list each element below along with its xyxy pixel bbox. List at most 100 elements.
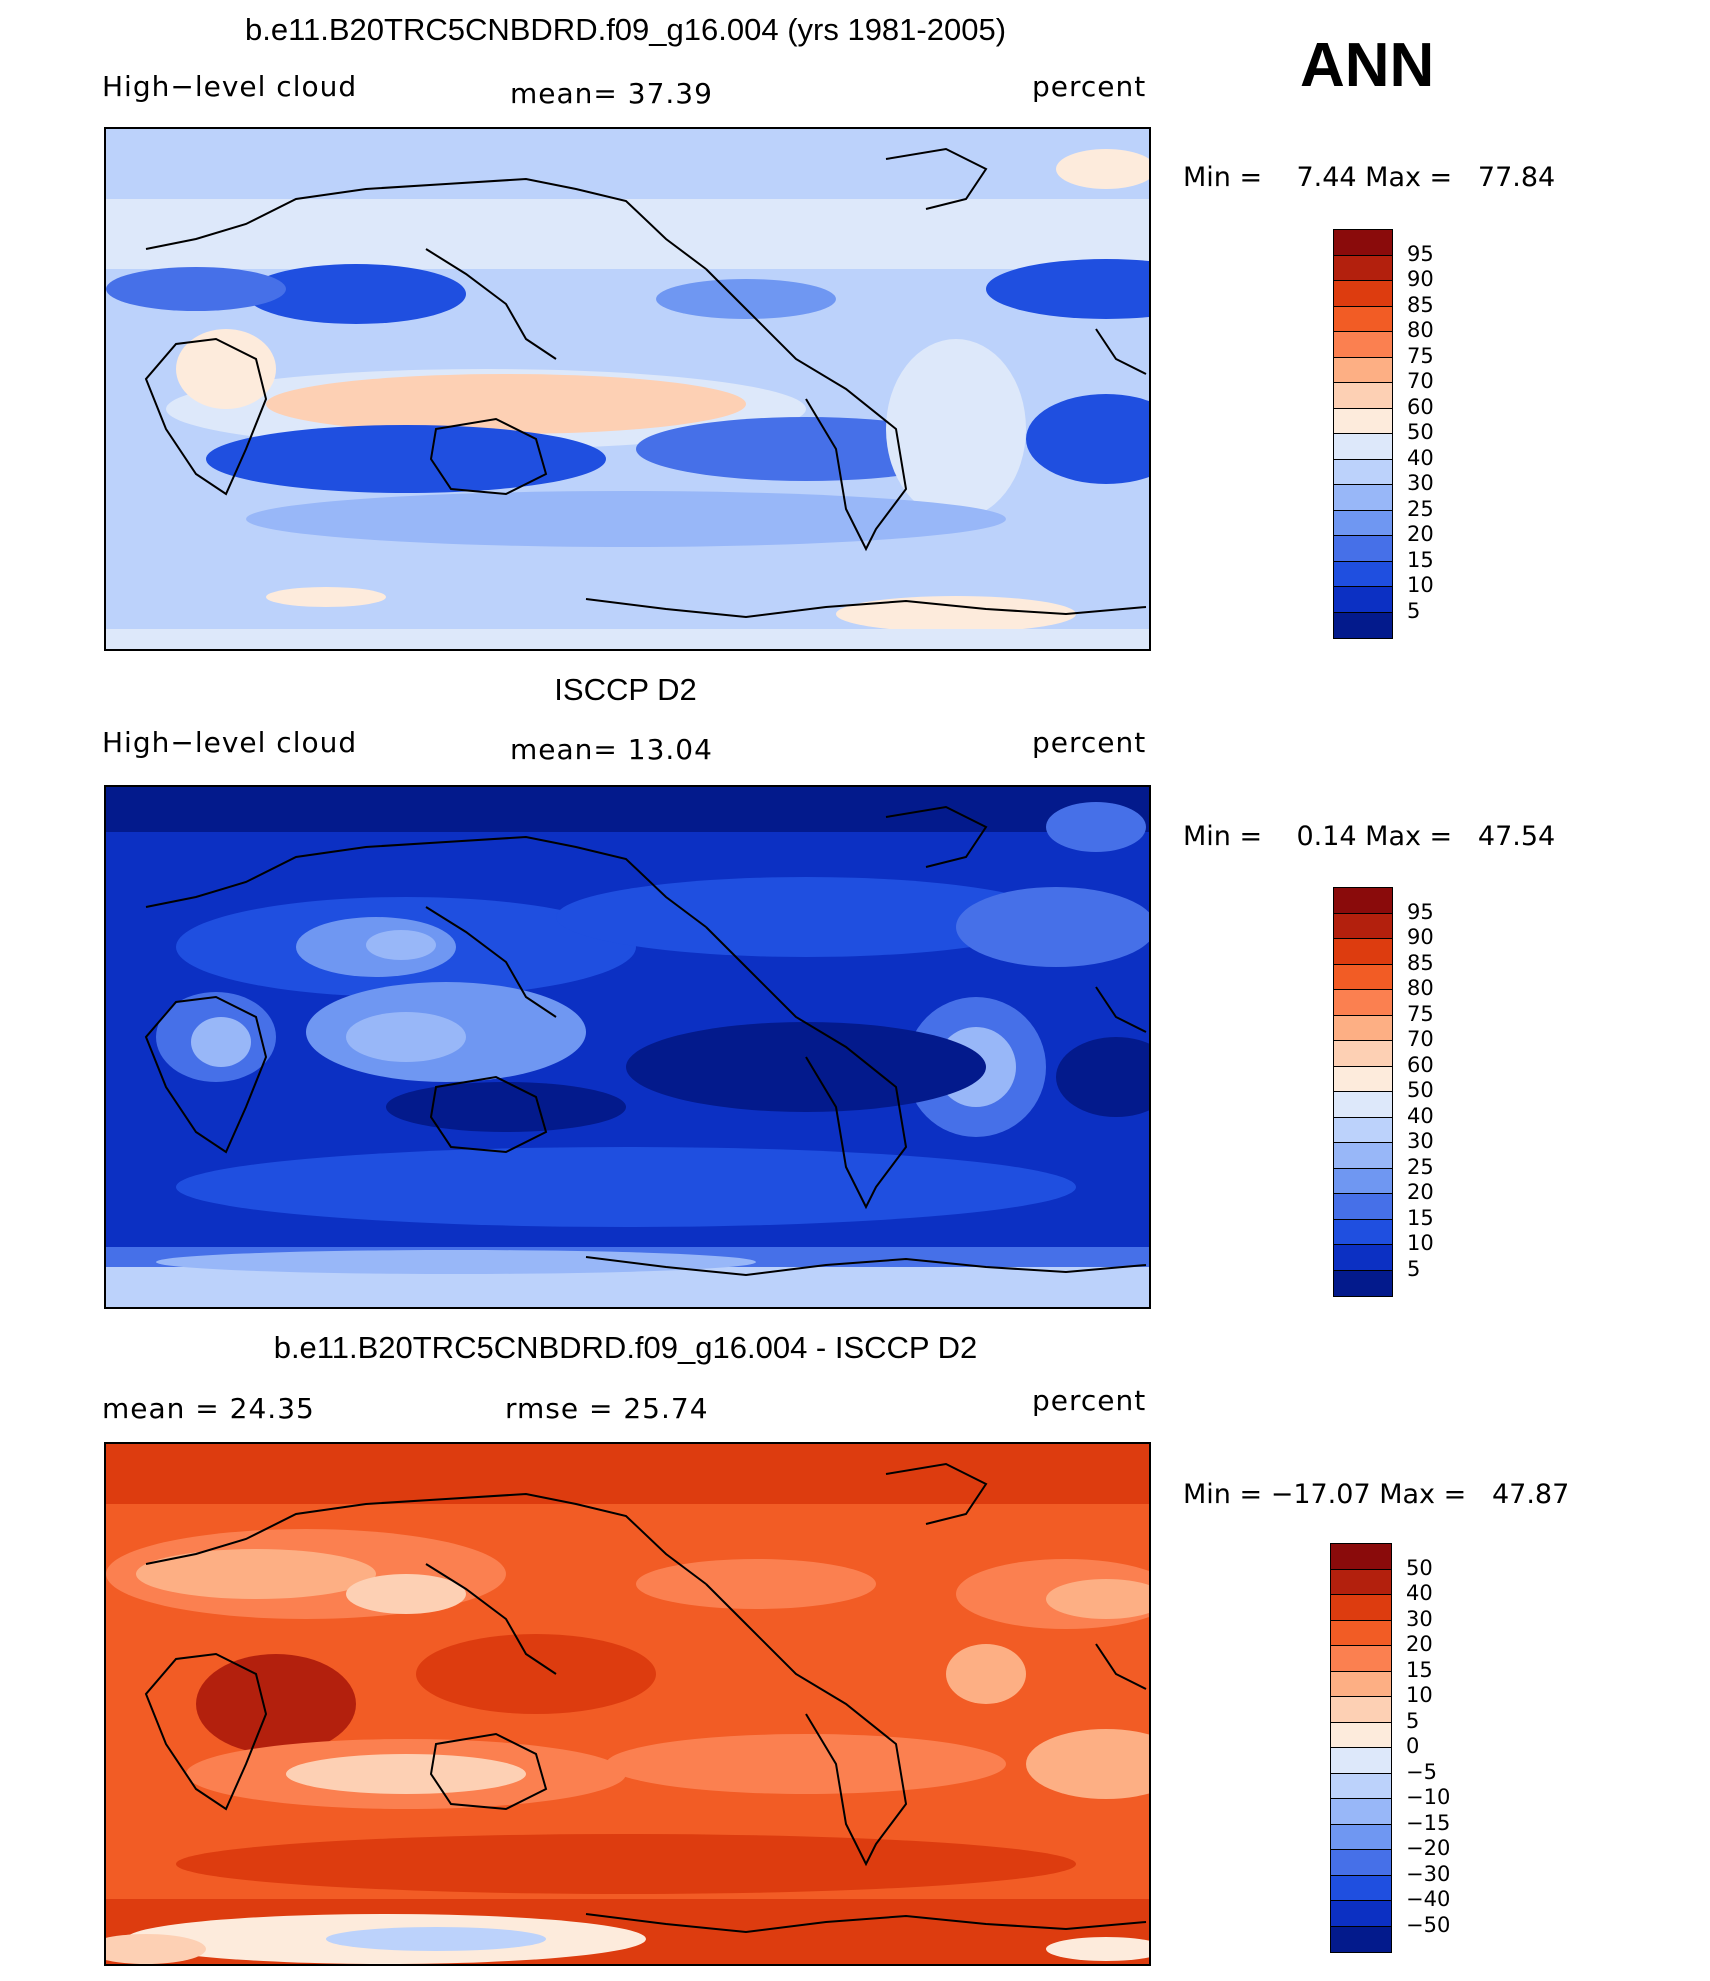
panel-2-mean-label: mean= 13.04 bbox=[510, 733, 713, 766]
colorbar-swatch bbox=[1334, 612, 1392, 638]
colorbar-swatch bbox=[1334, 434, 1392, 460]
panel-1-map bbox=[104, 127, 1151, 651]
colorbar-level-label: 50 bbox=[1407, 420, 1434, 444]
colorbar-level-label: −15 bbox=[1406, 1810, 1451, 1835]
colorbar-swatch bbox=[1331, 1799, 1391, 1825]
panel-3-colorbar bbox=[1330, 1543, 1392, 1953]
colorbar-level-label: 85 bbox=[1407, 292, 1434, 317]
colorbar-swatch bbox=[1331, 1569, 1391, 1595]
colorbar-swatch bbox=[1334, 1270, 1392, 1296]
colorbar-level-label: 10 bbox=[1406, 1683, 1433, 1707]
colorbar-swatch bbox=[1331, 1926, 1391, 1952]
panel-3-units-label: percent bbox=[1032, 1384, 1147, 1417]
colorbar-level-label: −10 bbox=[1406, 1785, 1451, 1809]
colorbar-level-label: 90 bbox=[1407, 267, 1434, 291]
colorbar-swatch bbox=[1331, 1875, 1391, 1901]
colorbar-swatch bbox=[1331, 1544, 1391, 1570]
panel-3-map bbox=[104, 1442, 1151, 1966]
colorbar-swatch bbox=[1331, 1671, 1391, 1697]
panel-2-title: ISCCP D2 bbox=[554, 672, 697, 707]
panel-1-colorbar bbox=[1333, 229, 1393, 639]
colorbar-swatch bbox=[1334, 408, 1392, 434]
colorbar-swatch bbox=[1334, 1066, 1392, 1092]
colorbar-swatch bbox=[1331, 1722, 1391, 1748]
colorbar-swatch bbox=[1334, 1041, 1392, 1067]
colorbar-level-label: 80 bbox=[1407, 318, 1434, 342]
colorbar-swatch bbox=[1334, 230, 1392, 256]
colorbar-swatch bbox=[1334, 1143, 1392, 1169]
colorbar-level-label: −40 bbox=[1406, 1887, 1451, 1911]
colorbar-level-label: 60 bbox=[1407, 1052, 1434, 1077]
colorbar-level-label: −50 bbox=[1406, 1912, 1451, 1937]
colorbar-level-label: 75 bbox=[1407, 343, 1434, 368]
colorbar-level-label: 50 bbox=[1407, 1078, 1434, 1102]
colorbar-level-label: 75 bbox=[1407, 1001, 1434, 1026]
panel-2-map bbox=[104, 785, 1151, 1309]
panel-3-rmse-label: rmse = 25.74 bbox=[505, 1392, 709, 1425]
colorbar-swatch bbox=[1334, 1245, 1392, 1271]
colorbar-level-label: 60 bbox=[1407, 394, 1434, 419]
panel-2-variable-label: High−level cloud bbox=[102, 726, 358, 759]
panel-1-title: b.e11.B20TRC5CNBDRD.f09_g16.004 (yrs 198… bbox=[244, 12, 1007, 47]
colorbar-swatch bbox=[1334, 281, 1392, 307]
panel-2-colorbar bbox=[1333, 887, 1393, 1297]
panel-2-units-label: percent bbox=[1032, 726, 1147, 759]
colorbar-swatch bbox=[1331, 1850, 1391, 1876]
colorbar-swatch bbox=[1334, 332, 1392, 358]
colorbar-level-label: 95 bbox=[1407, 241, 1434, 266]
colorbar-level-label: 70 bbox=[1407, 369, 1434, 393]
panel-2-coastlines bbox=[144, 805, 1147, 1277]
colorbar-level-label: 5 bbox=[1407, 598, 1421, 623]
colorbar-swatch bbox=[1331, 1901, 1391, 1927]
colorbar-swatch bbox=[1334, 561, 1392, 587]
panel-1-field bbox=[106, 129, 1149, 649]
colorbar-level-label: −30 bbox=[1406, 1861, 1451, 1886]
colorbar-swatch bbox=[1334, 888, 1392, 914]
panel-2-min-max: Min = 0.14 Max = 47.54 bbox=[1183, 821, 1556, 852]
colorbar-level-label: 30 bbox=[1406, 1606, 1433, 1631]
colorbar-level-label: 20 bbox=[1406, 1632, 1433, 1656]
colorbar-level-label: 40 bbox=[1406, 1581, 1433, 1605]
colorbar-swatch bbox=[1334, 587, 1392, 613]
colorbar-swatch bbox=[1331, 1595, 1391, 1621]
colorbar-level-label: 10 bbox=[1407, 573, 1434, 597]
colorbar-level-label: 30 bbox=[1407, 471, 1434, 495]
colorbar-swatch bbox=[1331, 1620, 1391, 1646]
panel-1-mean-label: mean= 37.39 bbox=[510, 77, 713, 110]
colorbar-level-label: 80 bbox=[1407, 976, 1434, 1000]
colorbar-level-label: 50 bbox=[1406, 1555, 1433, 1580]
colorbar-swatch bbox=[1334, 939, 1392, 965]
colorbar-swatch bbox=[1331, 1697, 1391, 1723]
colorbar-swatch bbox=[1334, 1194, 1392, 1220]
colorbar-swatch bbox=[1331, 1824, 1391, 1850]
colorbar-level-label: −20 bbox=[1406, 1836, 1451, 1860]
colorbar-swatch bbox=[1334, 1219, 1392, 1245]
colorbar-swatch bbox=[1334, 990, 1392, 1016]
colorbar-swatch bbox=[1334, 383, 1392, 409]
colorbar-swatch bbox=[1334, 485, 1392, 511]
panel-1-units-label: percent bbox=[1032, 70, 1147, 103]
colorbar-level-label: 20 bbox=[1407, 522, 1434, 546]
colorbar-level-label: 5 bbox=[1407, 1256, 1421, 1281]
colorbar-level-label: 25 bbox=[1407, 1154, 1434, 1179]
panel-3-mean-label: mean = 24.35 bbox=[102, 1392, 315, 1425]
panel-3-title: b.e11.B20TRC5CNBDRD.f09_g16.004 - ISCCP … bbox=[273, 1330, 978, 1365]
colorbar-level-label: 0 bbox=[1406, 1734, 1420, 1758]
colorbar-swatch bbox=[1334, 913, 1392, 939]
colorbar-swatch bbox=[1334, 964, 1392, 990]
colorbar-swatch bbox=[1331, 1773, 1391, 1799]
colorbar-swatch bbox=[1331, 1646, 1391, 1672]
colorbar-swatch bbox=[1334, 1015, 1392, 1041]
colorbar-level-label: 25 bbox=[1407, 496, 1434, 521]
colorbar-swatch bbox=[1334, 357, 1392, 383]
colorbar-swatch bbox=[1334, 536, 1392, 562]
panel-3-coastlines bbox=[144, 1462, 1147, 1934]
colorbar-level-label: 20 bbox=[1407, 1180, 1434, 1204]
colorbar-level-label: 15 bbox=[1406, 1657, 1433, 1682]
colorbar-level-label: 85 bbox=[1407, 950, 1434, 975]
colorbar-level-label: 40 bbox=[1407, 1103, 1434, 1128]
panel-1-min-max: Min = 7.44 Max = 77.84 bbox=[1183, 162, 1556, 193]
season-label: ANN bbox=[1300, 31, 1435, 100]
panel-2-field bbox=[106, 787, 1149, 1307]
colorbar-level-label: 70 bbox=[1407, 1027, 1434, 1051]
